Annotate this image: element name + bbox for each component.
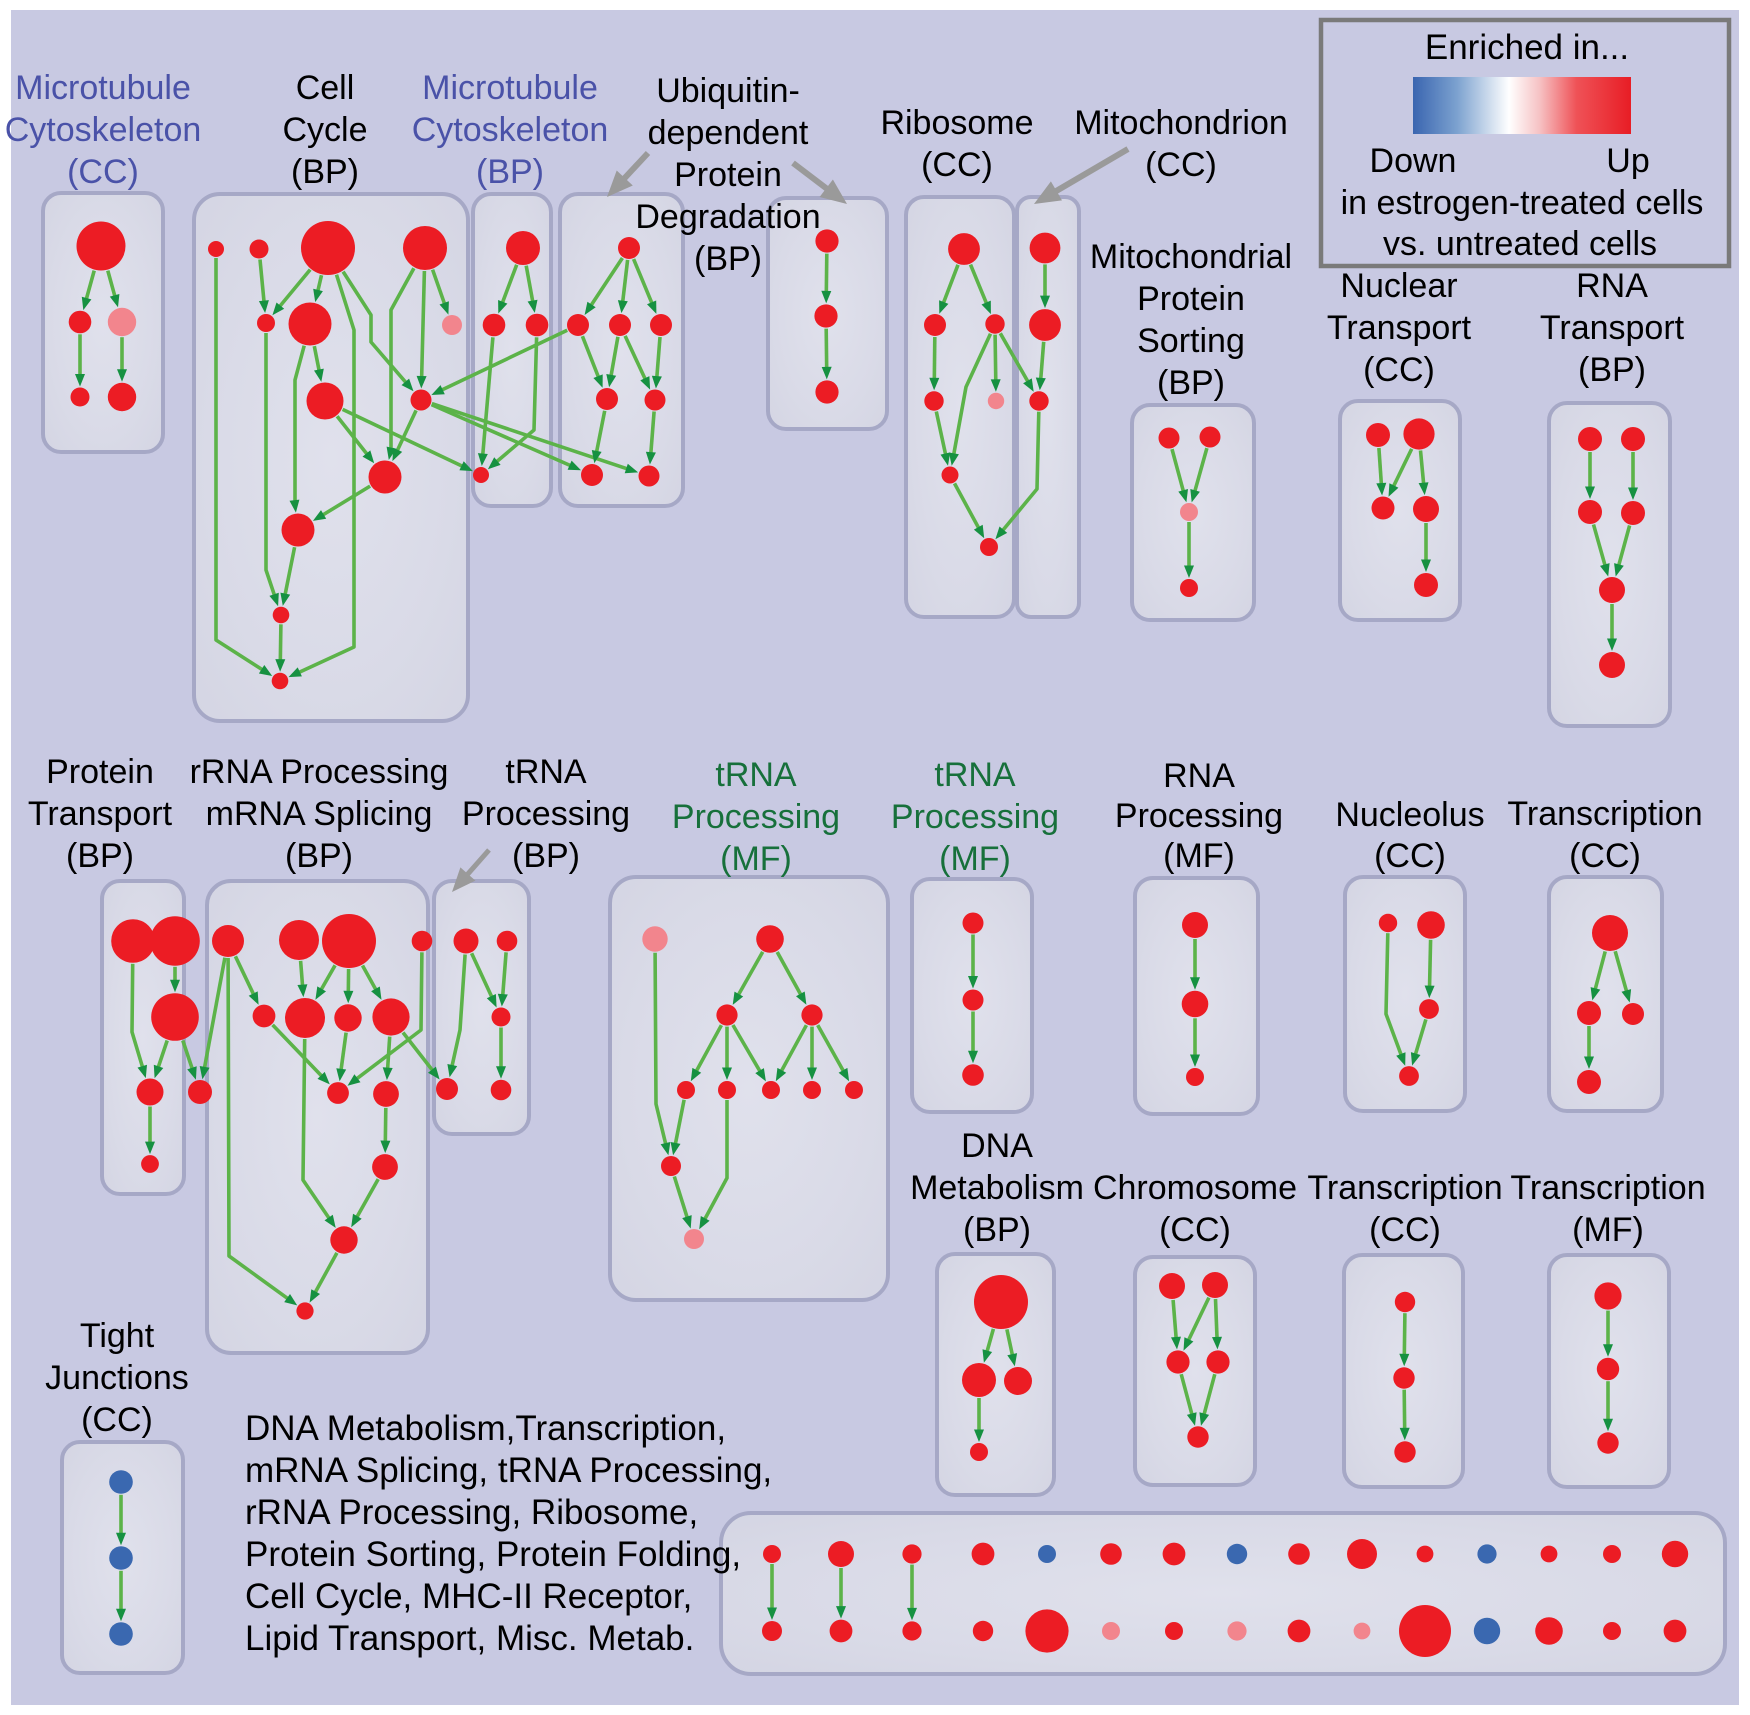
svg-text:(MF): (MF) bbox=[1163, 837, 1235, 875]
svg-text:(CC): (CC) bbox=[1145, 146, 1217, 184]
svg-text:Mitochondrion: Mitochondrion bbox=[1074, 104, 1288, 142]
svg-text:Cell Cycle, MHC-II Receptor,: Cell Cycle, MHC-II Receptor, bbox=[245, 1577, 692, 1616]
svg-text:(MF): (MF) bbox=[939, 840, 1011, 878]
svg-text:dependent: dependent bbox=[648, 114, 809, 152]
svg-text:in estrogen-treated cells: in estrogen-treated cells bbox=[1341, 184, 1704, 222]
svg-text:(CC): (CC) bbox=[67, 153, 139, 191]
svg-text:(BP): (BP) bbox=[1578, 351, 1646, 389]
svg-text:Processing: Processing bbox=[1115, 797, 1283, 835]
svg-text:Enriched in...: Enriched in... bbox=[1425, 28, 1629, 67]
svg-text:Up: Up bbox=[1606, 142, 1649, 180]
svg-text:Metabolism: Metabolism bbox=[910, 1169, 1084, 1207]
svg-text:tRNA: tRNA bbox=[505, 753, 587, 791]
svg-text:Ribosome: Ribosome bbox=[880, 104, 1033, 142]
svg-text:Protein Sorting, Protein Foldi: Protein Sorting, Protein Folding, bbox=[245, 1535, 741, 1574]
svg-text:Mitochondrial: Mitochondrial bbox=[1090, 238, 1292, 276]
svg-text:(CC): (CC) bbox=[1363, 351, 1435, 389]
svg-text:Protein: Protein bbox=[1137, 280, 1245, 318]
svg-text:tRNA: tRNA bbox=[715, 756, 797, 794]
svg-text:(BP): (BP) bbox=[291, 153, 359, 191]
svg-text:Transport: Transport bbox=[1540, 309, 1685, 347]
svg-text:Processing: Processing bbox=[672, 798, 840, 836]
svg-text:(BP): (BP) bbox=[476, 153, 544, 191]
svg-text:mRNA Splicing, tRNA Processing: mRNA Splicing, tRNA Processing, bbox=[245, 1451, 772, 1490]
svg-text:(BP): (BP) bbox=[66, 837, 134, 875]
svg-text:(MF): (MF) bbox=[1572, 1211, 1644, 1249]
svg-text:Ubiquitin-: Ubiquitin- bbox=[656, 72, 800, 110]
svg-text:rRNA Processing: rRNA Processing bbox=[190, 753, 449, 791]
svg-text:RNA: RNA bbox=[1163, 757, 1235, 795]
svg-text:Processing: Processing bbox=[462, 795, 630, 833]
svg-text:(BP): (BP) bbox=[694, 240, 762, 278]
svg-text:(CC): (CC) bbox=[81, 1401, 153, 1439]
svg-text:Microtubule: Microtubule bbox=[15, 69, 191, 107]
svg-text:Junctions: Junctions bbox=[45, 1359, 189, 1397]
svg-text:(BP): (BP) bbox=[1157, 364, 1225, 402]
svg-text:Transcription: Transcription bbox=[1510, 1169, 1705, 1207]
svg-text:Transcription: Transcription bbox=[1507, 795, 1702, 833]
svg-text:Chromosome: Chromosome bbox=[1093, 1169, 1297, 1207]
svg-text:Transcription: Transcription bbox=[1307, 1169, 1502, 1207]
svg-text:Processing: Processing bbox=[891, 798, 1059, 836]
svg-text:Cell: Cell bbox=[296, 69, 355, 107]
svg-text:Transport: Transport bbox=[28, 795, 173, 833]
svg-text:(CC): (CC) bbox=[1159, 1211, 1231, 1249]
svg-text:Microtubule: Microtubule bbox=[422, 69, 598, 107]
svg-text:Cycle: Cycle bbox=[282, 111, 367, 149]
svg-text:DNA: DNA bbox=[961, 1127, 1033, 1165]
svg-text:Protein: Protein bbox=[674, 156, 782, 194]
svg-text:Nuclear: Nuclear bbox=[1340, 267, 1457, 305]
svg-text:Transport: Transport bbox=[1327, 309, 1472, 347]
svg-text:Tight: Tight bbox=[80, 1317, 155, 1355]
svg-text:Lipid Transport, Misc. Metab.: Lipid Transport, Misc. Metab. bbox=[245, 1619, 694, 1658]
svg-text:(BP): (BP) bbox=[963, 1211, 1031, 1249]
svg-text:(CC): (CC) bbox=[1369, 1211, 1441, 1249]
svg-text:Sorting: Sorting bbox=[1137, 322, 1245, 360]
svg-text:DNA Metabolism,Transcription,: DNA Metabolism,Transcription, bbox=[245, 1409, 726, 1448]
svg-text:(BP): (BP) bbox=[512, 837, 580, 875]
svg-text:(CC): (CC) bbox=[1374, 837, 1446, 875]
svg-text:tRNA: tRNA bbox=[934, 756, 1016, 794]
svg-text:Nucleolus: Nucleolus bbox=[1335, 796, 1484, 834]
svg-text:Cytoskeleton: Cytoskeleton bbox=[5, 111, 202, 149]
svg-text:vs. untreated cells: vs. untreated cells bbox=[1383, 225, 1657, 263]
svg-text:(CC): (CC) bbox=[921, 146, 993, 184]
svg-text:rRNA Processing, Ribosome,: rRNA Processing, Ribosome, bbox=[245, 1493, 698, 1532]
svg-text:(MF): (MF) bbox=[720, 840, 792, 878]
svg-text:(BP): (BP) bbox=[285, 837, 353, 875]
svg-text:mRNA Splicing: mRNA Splicing bbox=[206, 795, 433, 833]
svg-text:Degradation: Degradation bbox=[635, 198, 820, 236]
svg-text:Down: Down bbox=[1370, 142, 1457, 180]
svg-text:RNA: RNA bbox=[1576, 267, 1648, 305]
svg-text:(CC): (CC) bbox=[1569, 837, 1641, 875]
svg-text:Cytoskeleton: Cytoskeleton bbox=[412, 111, 609, 149]
svg-text:Protein: Protein bbox=[46, 753, 154, 791]
